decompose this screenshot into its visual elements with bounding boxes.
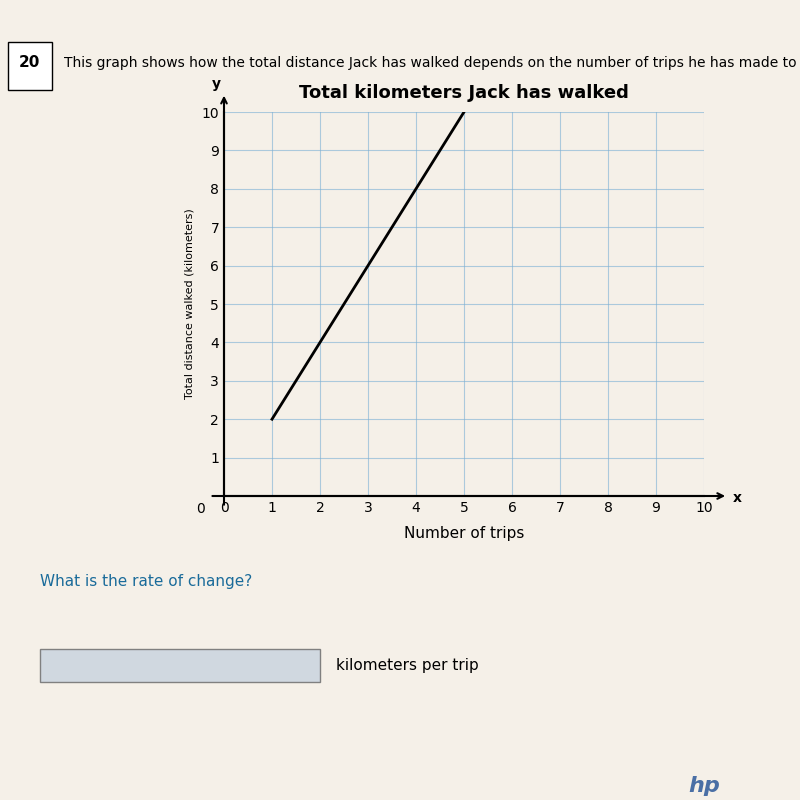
Title: Total kilometers Jack has walked: Total kilometers Jack has walked — [299, 84, 629, 102]
Bar — [40, 649, 320, 682]
Text: 0: 0 — [196, 502, 204, 517]
Text: x: x — [733, 491, 742, 505]
Text: hp: hp — [688, 776, 720, 796]
Text: 20: 20 — [19, 55, 40, 70]
Y-axis label: Total distance walked (kilometers): Total distance walked (kilometers) — [185, 209, 194, 399]
Text: y: y — [212, 77, 222, 91]
X-axis label: Number of trips: Number of trips — [404, 526, 524, 541]
Text: kilometers per trip: kilometers per trip — [336, 658, 478, 673]
Text: What is the rate of change?: What is the rate of change? — [40, 574, 252, 589]
Text: This graph shows how the total distance Jack has walked depends on the number of: This graph shows how the total distance … — [64, 56, 800, 70]
Bar — [8, 42, 52, 90]
